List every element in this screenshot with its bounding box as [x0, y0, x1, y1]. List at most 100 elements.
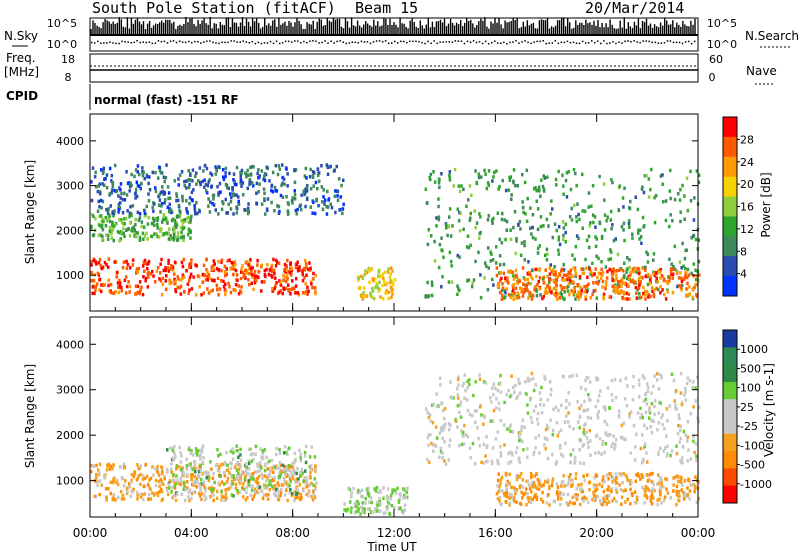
data-cell [657, 387, 661, 391]
data-cell [312, 277, 315, 281]
data-cell [310, 494, 313, 499]
data-cell [456, 425, 459, 429]
data-cell [536, 477, 540, 482]
data-cell [130, 489, 133, 493]
data-cell [190, 258, 193, 262]
data-cell [516, 184, 519, 188]
data-cell [245, 465, 248, 469]
data-cell [173, 277, 176, 282]
data-cell [672, 264, 675, 269]
data-cell [673, 197, 677, 202]
data-cell [119, 465, 123, 470]
data-cell [197, 449, 200, 453]
data-cell [94, 494, 98, 499]
data-cell [369, 293, 373, 298]
data-cell [225, 496, 228, 500]
data-cell [555, 491, 559, 496]
data-cell [487, 266, 490, 270]
data-cell [140, 224, 143, 229]
data-cell [609, 248, 612, 252]
data-cell [495, 273, 499, 278]
data-cell [232, 178, 235, 182]
data-cell [596, 413, 599, 417]
data-cell [342, 178, 345, 183]
colorbar-tick-label: 28 [740, 133, 754, 146]
data-cell [104, 487, 108, 491]
data-cell [595, 254, 598, 258]
data-cell [646, 260, 650, 264]
data-cell [220, 260, 223, 264]
data-cell [323, 198, 327, 202]
data-cell [216, 447, 219, 452]
data-cell [221, 168, 225, 172]
data-cell [138, 184, 141, 188]
data-cell [233, 267, 236, 272]
data-cell [178, 213, 182, 218]
data-cell [222, 201, 225, 206]
data-cell [521, 439, 524, 444]
data-cell [152, 209, 155, 213]
data-cell [160, 220, 164, 224]
data-cell [167, 486, 171, 490]
data-cell [288, 483, 291, 488]
data-cell [578, 217, 581, 222]
data-cell [681, 456, 684, 460]
data-cell [295, 262, 299, 266]
data-cell [312, 489, 315, 494]
data-cell [573, 287, 576, 291]
data-cell [565, 195, 569, 199]
data-cell [575, 373, 579, 378]
data-cell [270, 478, 274, 483]
data-cell [442, 428, 445, 432]
data-cell [595, 377, 598, 382]
data-cell [542, 294, 545, 299]
data-cell [261, 449, 265, 453]
data-cell [564, 441, 567, 446]
data-cell [592, 490, 595, 495]
data-cell [509, 423, 512, 427]
data-cell [548, 272, 552, 276]
data-cell [562, 268, 566, 272]
data-cell [182, 290, 186, 294]
data-cell [668, 279, 671, 283]
data-cell [143, 176, 146, 181]
data-cell [316, 167, 320, 172]
data-cell [264, 486, 267, 490]
data-cell [613, 447, 616, 451]
data-cell [667, 275, 670, 279]
data-cell [588, 429, 592, 433]
data-cell [160, 481, 163, 486]
nsky-tick-high: 10^5 [47, 17, 77, 30]
data-cell [110, 179, 113, 183]
data-cell [614, 472, 618, 476]
data-cell [679, 188, 682, 192]
data-cell [543, 443, 546, 447]
data-cell [254, 452, 257, 456]
data-cell [594, 473, 598, 477]
data-cell [166, 448, 169, 452]
data-cell [582, 474, 585, 478]
data-cell [513, 489, 517, 493]
data-cell [91, 285, 95, 289]
data-cell [182, 487, 186, 492]
data-cell [225, 267, 228, 271]
data-cell [115, 275, 118, 279]
data-cell [456, 284, 459, 288]
data-cell [350, 506, 353, 510]
data-cell [185, 186, 188, 190]
data-cell [573, 459, 577, 464]
data-cell [224, 171, 227, 175]
data-cell [147, 259, 151, 264]
data-cell [547, 493, 550, 497]
data-cell [229, 483, 233, 487]
data-cell [591, 273, 594, 278]
data-cell [374, 489, 378, 493]
data-cell [245, 490, 248, 494]
data-cell [218, 181, 222, 186]
data-cell [230, 493, 233, 497]
data-cell [589, 453, 592, 457]
data-cell [663, 292, 666, 297]
data-cell [542, 174, 545, 178]
data-cell [244, 498, 247, 502]
data-cell [299, 203, 302, 207]
